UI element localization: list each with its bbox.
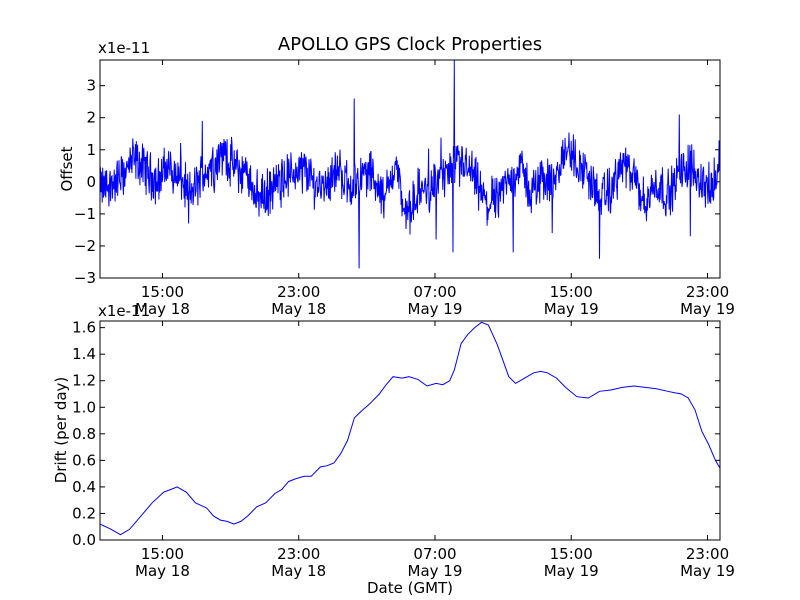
x-tick-label-date: May 19: [680, 562, 735, 580]
x-tick-label-date: May 19: [544, 562, 599, 580]
x-tick-label-time: 15:00: [550, 545, 593, 563]
x-tick-label-date: May 18: [271, 562, 326, 580]
y-tick-label: 0.0: [72, 531, 96, 549]
y-tick-label: −3: [74, 269, 96, 287]
y-tick-label: 0: [86, 173, 96, 191]
x-tick-label-date: May 19: [408, 300, 463, 318]
offset-plot-frame: [99, 59, 721, 279]
x-tick-label-date: May 19: [408, 562, 463, 580]
y-tick-label: −1: [74, 205, 96, 223]
offset-series-line: [99, 59, 721, 269]
x-tick-label-date: May 18: [135, 562, 190, 580]
y-tick-label: 0.8: [72, 425, 96, 443]
x-tick-label-time: 23:00: [277, 283, 320, 301]
y-tick-label: 1: [86, 141, 96, 159]
drift-plot-frame: [99, 320, 721, 541]
drift-x-axis-label: Date (GMT): [367, 579, 453, 597]
drift-series-line: [99, 321, 721, 536]
drift-panel: x1e-11 Drift (per day) Date (GMT) 0.0 0.2…: [52, 302, 735, 597]
y-tick-label: 2: [86, 109, 96, 127]
x-tick-label-date: May 18: [271, 300, 326, 318]
y-tick-label: 0.6: [72, 451, 96, 469]
x-tick-label-date: May 19: [544, 300, 599, 318]
y-tick-label: 0.4: [72, 478, 96, 496]
drift-y-axis-label: Drift (per day): [52, 377, 70, 484]
y-tick-label: 1.2: [72, 372, 96, 390]
x-tick-label-time: 15:00: [141, 545, 184, 563]
x-tick-label-time: 23:00: [686, 283, 729, 301]
x-tick-label-time: 23:00: [686, 545, 729, 563]
offset-y-axis-label: Offset: [58, 146, 76, 191]
offset-scale-label: x1e-11: [98, 39, 150, 57]
y-tick-label: 3: [86, 77, 96, 95]
y-tick-label: −2: [74, 237, 96, 255]
x-tick-label-time: 07:00: [413, 545, 456, 563]
x-tick-label-time: 15:00: [550, 283, 593, 301]
x-tick-label-date: May 19: [680, 300, 735, 318]
y-tick-label: 1.6: [72, 319, 96, 337]
y-tick-label: 1.0: [72, 398, 96, 416]
x-tick-label-time: 07:00: [413, 283, 456, 301]
y-tick-label: 1.4: [72, 345, 96, 363]
x-tick-label-time: 15:00: [141, 283, 184, 301]
x-tick-label-time: 23:00: [277, 545, 320, 563]
x-tick-label-date: May 18: [135, 300, 190, 318]
drift-scale-label: x1e-11: [98, 302, 150, 320]
chart-title: APOLLO GPS Clock Properties: [278, 34, 542, 55]
y-tick-label: 0.2: [72, 504, 96, 522]
